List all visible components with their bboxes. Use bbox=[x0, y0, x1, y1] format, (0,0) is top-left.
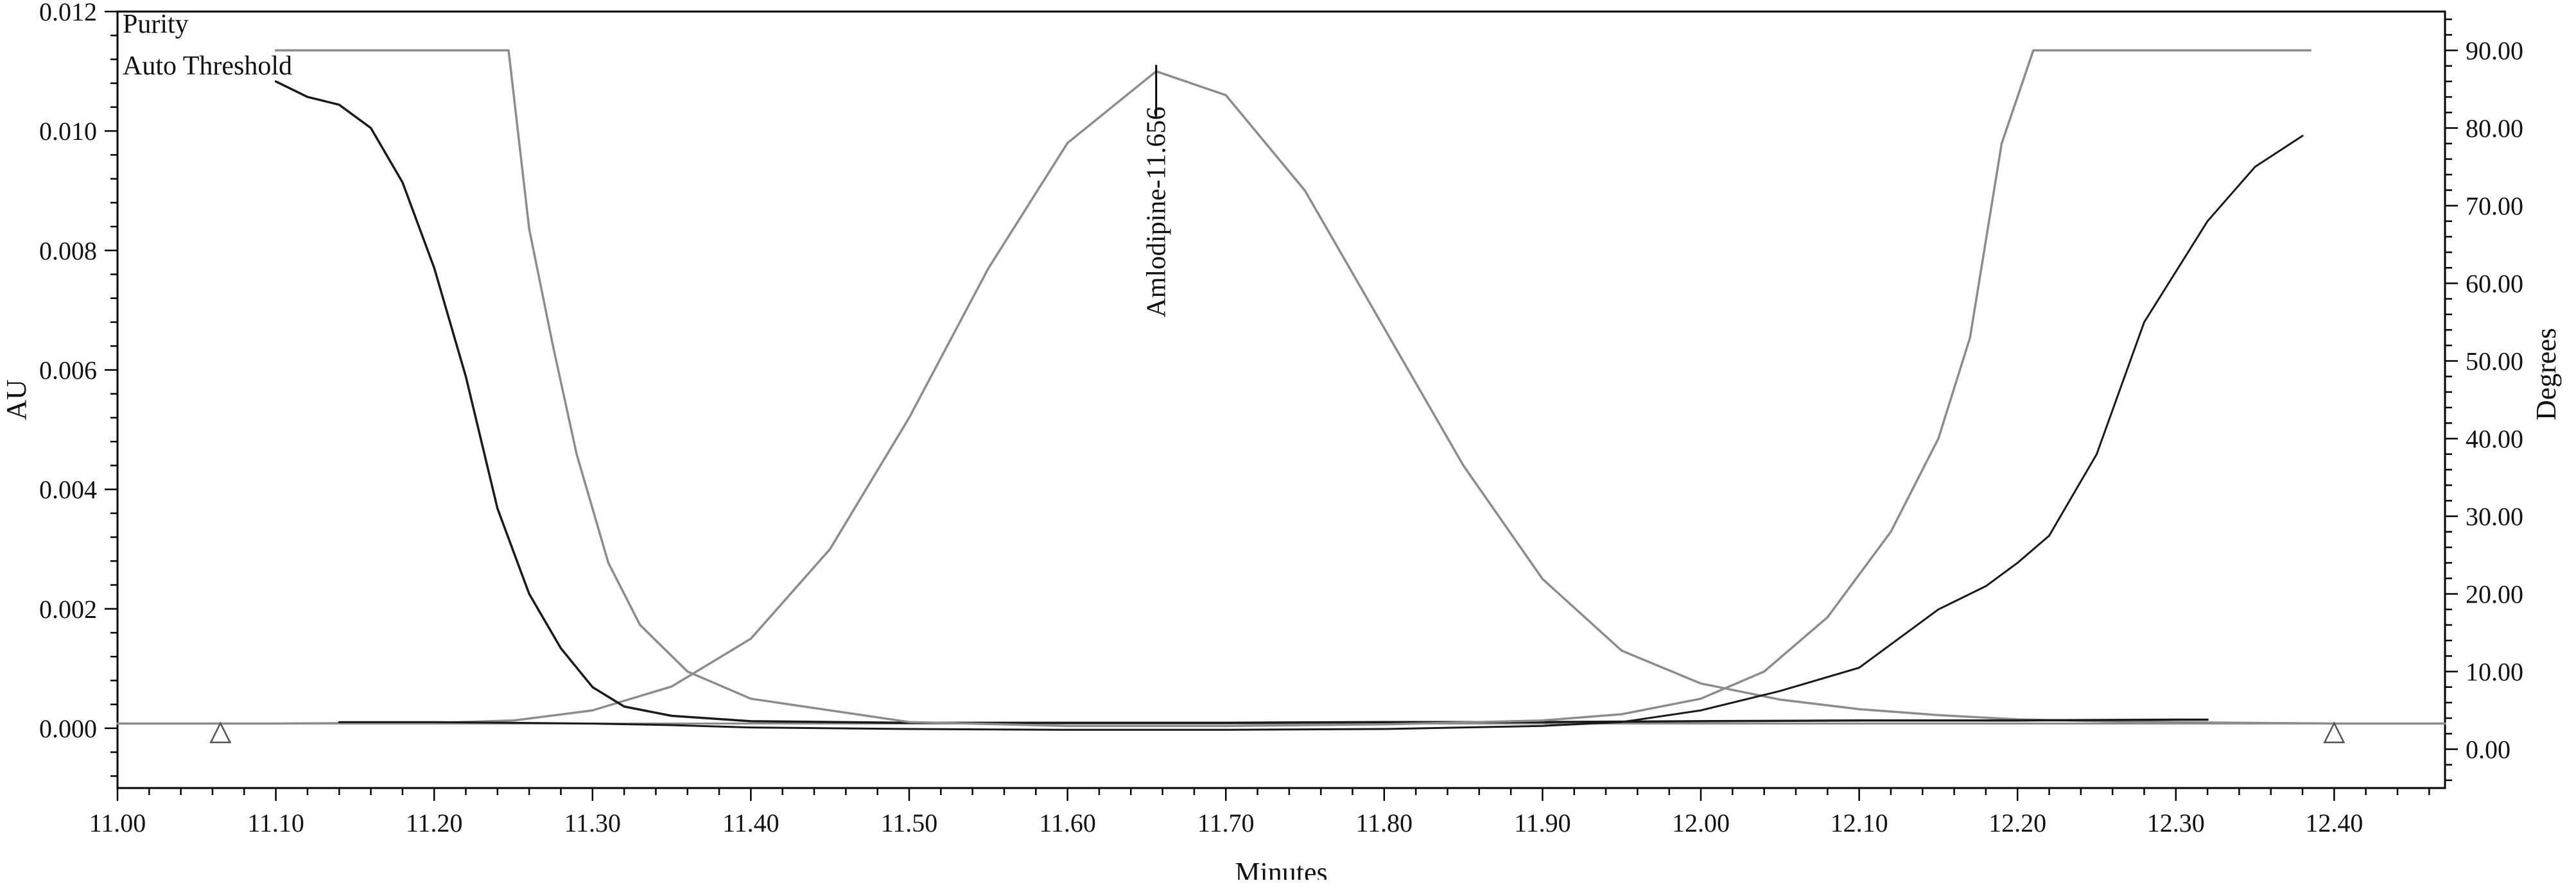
x-tick-label: 11.20 bbox=[406, 809, 463, 837]
y2-tick-label: 30.00 bbox=[2466, 502, 2523, 531]
y-tick-label: 0.008 bbox=[39, 236, 97, 265]
threshold-curve-line bbox=[274, 49, 2312, 727]
y2-tick-label: 70.00 bbox=[2466, 192, 2523, 221]
y-tick-label: 0.010 bbox=[39, 117, 97, 146]
purity-curve-line bbox=[274, 80, 2209, 724]
y2-tick-label: 80.00 bbox=[2466, 114, 2523, 143]
annotation-group bbox=[209, 65, 2345, 744]
y-tick-label: 0.002 bbox=[39, 595, 97, 624]
axes-group bbox=[116, 10, 2446, 789]
legend-purity: Purity bbox=[123, 10, 189, 39]
integration-marker bbox=[209, 721, 232, 744]
x-tick-label: 11.90 bbox=[1514, 809, 1571, 837]
y2-tick-label: 10.00 bbox=[2466, 658, 2523, 687]
y2-tick-label: 0.00 bbox=[2466, 735, 2511, 764]
y2-tick-label: 50.00 bbox=[2466, 347, 2523, 376]
plot-frame bbox=[116, 10, 2446, 789]
x-tick-label: 11.00 bbox=[89, 809, 146, 837]
x-tick-label: 12.10 bbox=[1831, 809, 1888, 837]
series-group bbox=[116, 49, 2446, 731]
y-tick-label: 0.012 bbox=[39, 0, 97, 26]
y2-tick-label: 40.00 bbox=[2466, 425, 2523, 454]
y2-tick-label: 20.00 bbox=[2466, 580, 2523, 609]
peak-label: Amlodipine-11.656 bbox=[1142, 107, 1172, 318]
y-tick-label: 0.006 bbox=[39, 356, 97, 384]
y2-tick-label: 90.00 bbox=[2466, 37, 2523, 65]
x-tick-label: 12.40 bbox=[2305, 809, 2363, 837]
absorbance-chromatogram-line bbox=[116, 70, 2446, 725]
ticks-group: 11.00 11.10 11.20 11.30 11.40 11.50 11.60 11.70… bbox=[39, 0, 2523, 837]
x-tick-label: 11.10 bbox=[247, 809, 304, 837]
x-tick-label: 11.70 bbox=[1197, 809, 1255, 837]
x-tick-label: 11.50 bbox=[881, 809, 938, 837]
x-tick-label: 11.40 bbox=[722, 809, 779, 837]
x-axis-title: Minutes bbox=[1235, 857, 1327, 880]
x-tick-label: 12.30 bbox=[2147, 809, 2205, 837]
x-tick-label: 11.30 bbox=[564, 809, 622, 837]
y-tick-label: 0.004 bbox=[39, 476, 97, 504]
integration-marker bbox=[2323, 721, 2345, 744]
x-tick-label: 11.60 bbox=[1039, 809, 1096, 837]
y-tick-label: 0.000 bbox=[39, 714, 97, 743]
y-axis-title: AU bbox=[1, 379, 32, 420]
legend-auto-threshold: Auto Threshold bbox=[123, 51, 292, 81]
y2-axis-title: Degrees bbox=[2530, 328, 2562, 420]
purity-angle-line bbox=[338, 135, 2304, 731]
x-tick-label: 11.80 bbox=[1356, 809, 1413, 837]
x-tick-label: 12.20 bbox=[1989, 809, 2046, 837]
y2-tick-label: 60.00 bbox=[2466, 270, 2523, 298]
x-tick-label: 12.00 bbox=[1672, 809, 1730, 837]
